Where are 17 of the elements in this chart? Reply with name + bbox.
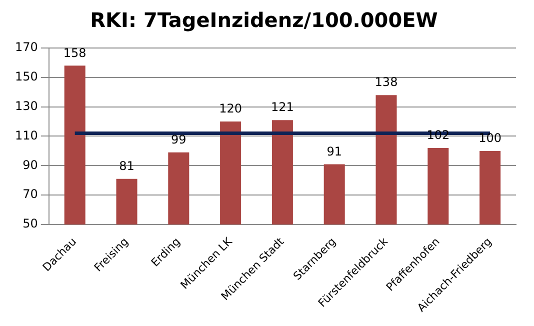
data-label: 100 <box>478 131 502 146</box>
data-label: 91 <box>326 144 342 158</box>
data-label: 138 <box>374 75 398 90</box>
y-tick-label: 110 <box>15 128 38 142</box>
data-label: 102 <box>426 128 450 142</box>
data-label: 158 <box>63 46 86 60</box>
data-label: 99 <box>171 132 186 147</box>
data-label: 121 <box>271 100 294 114</box>
chart-title: RKI: 7TageInzidenz/100.000EW <box>90 8 438 32</box>
y-tick-label: 90 <box>22 158 38 172</box>
y-tick-label: 70 <box>22 187 38 202</box>
y-tick-label: 130 <box>15 98 38 113</box>
y-tick-label: 170 <box>15 40 38 54</box>
y-tick-label: 50 <box>22 216 38 231</box>
y-tick-label: 150 <box>15 70 38 84</box>
data-label: 81 <box>119 159 134 174</box>
data-label: 120 <box>219 102 242 116</box>
